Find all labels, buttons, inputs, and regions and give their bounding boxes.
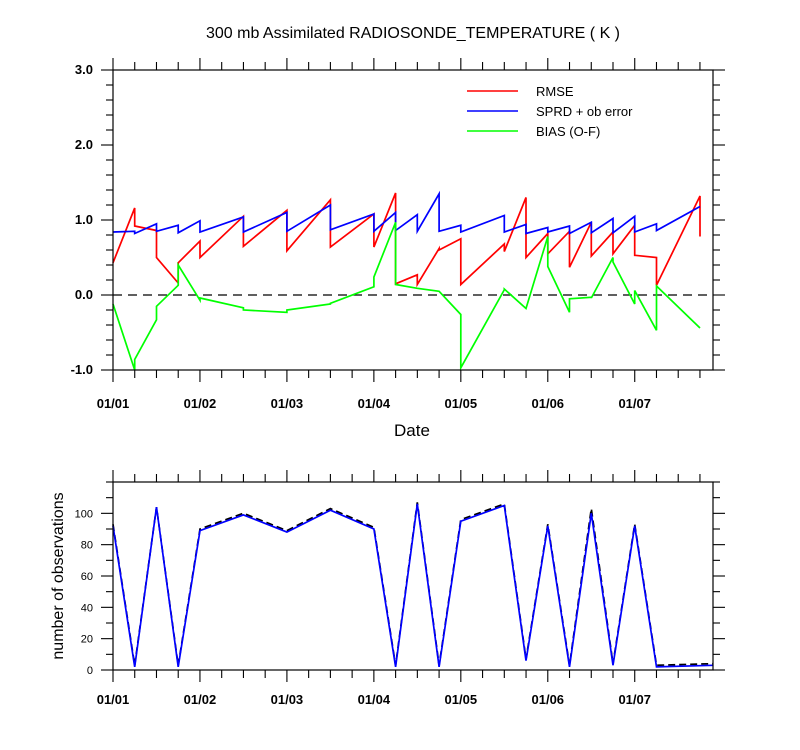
series-line-bias-o-f <box>112 221 701 372</box>
x-tick-label: 01/01 <box>97 692 130 707</box>
series-line-observations-possible <box>112 502 714 667</box>
x-tick-label: 01/02 <box>184 692 217 707</box>
y-tick-label: 0 <box>87 665 93 677</box>
x-tick-label: 01/05 <box>445 692 478 707</box>
series-line-sprd-ob-error <box>112 190 701 235</box>
legend-label-bias: BIAS (O-F) <box>536 124 600 139</box>
x-tick-label: 01/02 <box>184 396 217 411</box>
y-tick-label: 0.0 <box>75 287 93 302</box>
legend-label-sprd: SPRD + ob error <box>536 104 633 119</box>
x-tick-label: 01/07 <box>618 692 651 707</box>
bias-rmse-panel: 300 mb Assimilated RADIOSONDE_TEMPERATUR… <box>71 25 725 440</box>
series-line-observations-assimilated <box>112 503 714 668</box>
x-tick-label: 01/04 <box>358 396 391 411</box>
y-tick-label: 40 <box>81 602 93 614</box>
plot-frame <box>112 69 714 371</box>
legend-label-rmse: RMSE <box>536 84 574 99</box>
legend: RMSE SPRD + ob error BIAS (O-F) <box>467 84 633 139</box>
x-tick-label: 01/03 <box>271 692 304 707</box>
y-tick-label: 3.0 <box>75 62 93 77</box>
y-tick-label: 80 <box>81 540 93 552</box>
x-tick-label: 01/04 <box>358 692 391 707</box>
y-tick-label: 60 <box>81 571 93 583</box>
y-tick-label: 20 <box>81 634 93 646</box>
x-tick-label: 01/03 <box>271 396 304 411</box>
obs-y-axis-label: number of observations <box>50 492 67 659</box>
x-axis-label: Date <box>394 421 430 440</box>
x-tick-label: 01/06 <box>532 396 565 411</box>
observation-count-panel: 01/01 01/02 01/03 01/04 01/05 01/06 01/07 0 20 40… <box>50 470 725 707</box>
y-tick-label: 2.0 <box>75 137 93 152</box>
y-tick-label: -1.0 <box>71 362 93 377</box>
x-tick-label: 01/07 <box>618 396 651 411</box>
series-line-rmse <box>112 192 701 288</box>
chart-title: 300 mb Assimilated RADIOSONDE_TEMPERATUR… <box>206 25 620 42</box>
x-tick-label: 01/05 <box>445 396 478 411</box>
y-tick-label: 100 <box>75 508 93 520</box>
x-tick-label: 01/01 <box>97 396 130 411</box>
y-tick-label: 1.0 <box>75 212 93 227</box>
x-tick-label: 01/06 <box>532 692 565 707</box>
obs-plot-frame <box>112 481 714 671</box>
